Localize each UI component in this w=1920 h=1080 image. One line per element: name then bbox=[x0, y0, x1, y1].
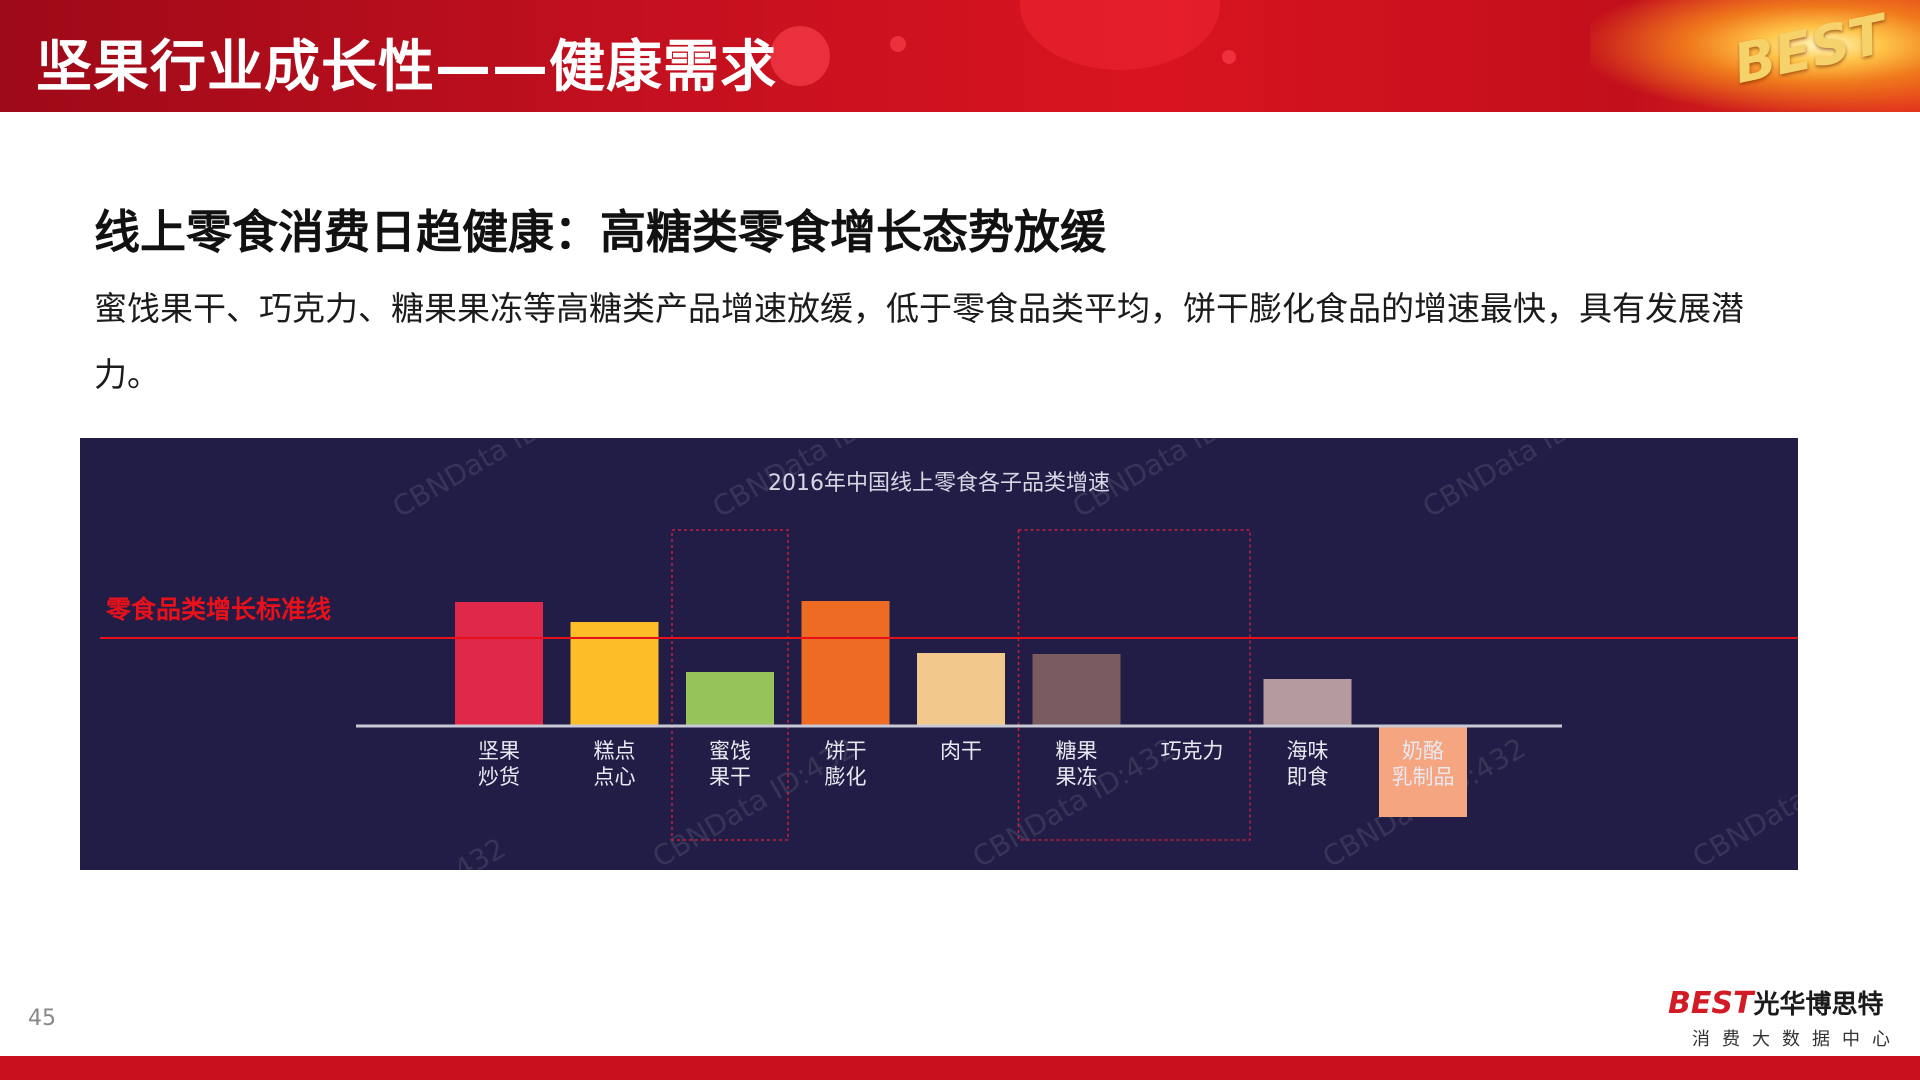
bar-8 bbox=[1379, 726, 1467, 817]
footer-brand-sub: 消费大数据中心 bbox=[1692, 1029, 1902, 1050]
decorative-dot bbox=[890, 36, 906, 52]
chart-canvas: CBNData ID:432 CBNData ID:432 CBNData ID:4… bbox=[100, 438, 1798, 870]
page-number: 45 bbox=[28, 1006, 56, 1031]
category-label-4: 肉干 bbox=[940, 739, 982, 763]
category-label-7: 海味即食 bbox=[1287, 739, 1329, 789]
reference-line-label: 零食品类增长标准线 bbox=[105, 595, 331, 624]
category-label-2: 蜜饯果干 bbox=[709, 739, 751, 789]
bar-3 bbox=[801, 601, 890, 726]
section-title: 线上零食消费日趋健康：高糖类零食增长态势放缓 bbox=[94, 205, 1106, 259]
highlight-box bbox=[671, 529, 789, 841]
bar-0 bbox=[455, 602, 543, 726]
category-label-3: 饼干膨化 bbox=[825, 739, 867, 789]
watermark-text: CBNData ID:432 bbox=[387, 438, 601, 524]
growth-bar-chart: CBNData ID:432 CBNData ID:432 CBNData ID:4… bbox=[80, 438, 1798, 870]
bottom-bar bbox=[0, 1056, 1920, 1080]
decorative-light-burst bbox=[1590, 0, 1920, 112]
watermark-text: CBNData ID:432 bbox=[1417, 438, 1631, 524]
header-banner: 坚果行业成长性——健康需求 BEST bbox=[0, 0, 1920, 112]
footer-brand-cn: 光华博思特 bbox=[1753, 990, 1884, 1020]
footer-logo: BEST光华博思特 消费大数据中心 bbox=[1668, 984, 1908, 1054]
decorative-dot bbox=[770, 26, 830, 86]
bar-2 bbox=[686, 672, 774, 726]
bar-1 bbox=[570, 622, 659, 726]
decorative-glow bbox=[1020, 0, 1220, 70]
bar-4 bbox=[917, 653, 1005, 726]
bar-5 bbox=[1032, 654, 1121, 726]
category-label-5: 糖果果冻 bbox=[1056, 739, 1098, 789]
category-label-0: 坚果炒货 bbox=[478, 739, 520, 789]
watermark-text: CBNData ID:432 bbox=[297, 831, 511, 870]
category-label-8: 奶酪乳制品 bbox=[1392, 739, 1455, 789]
category-label-6: 巧克力 bbox=[1161, 739, 1224, 763]
bar-7 bbox=[1263, 679, 1352, 726]
footer-brand-en: BEST bbox=[1668, 986, 1754, 1021]
chart-title: 2016年中国线上零食各子品类增速 bbox=[768, 471, 1110, 496]
decorative-dot bbox=[1222, 50, 1236, 64]
highlight-box bbox=[1017, 529, 1251, 841]
category-label-1: 糕点点心 bbox=[594, 739, 636, 789]
section-description: 蜜饯果干、巧克力、糖果果冻等高糖类产品增速放缓，低于零食品类平均，饼干膨化食品的… bbox=[94, 289, 1744, 394]
watermark-text: CBNData ID:432 bbox=[1687, 731, 1798, 870]
page-title: 坚果行业成长性——健康需求 bbox=[36, 35, 777, 100]
